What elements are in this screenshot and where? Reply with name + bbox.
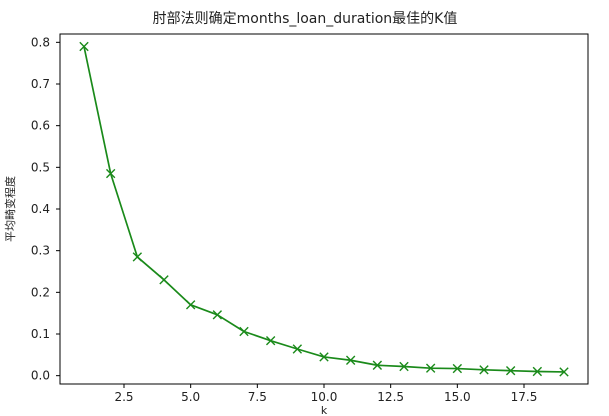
data-point-marker [159,275,169,285]
data-point-marker [345,355,356,365]
x-tick-label: 17.5 [511,390,538,404]
data-point-marker [292,344,303,354]
data-point-marker [239,326,249,337]
x-tick-label: 10.0 [311,390,338,404]
data-point-marker [185,300,196,310]
x-tick-label: 15.0 [444,390,471,404]
data-point-marker [265,335,276,346]
x-tick-label: 5.0 [181,390,200,404]
data-point-marker [372,360,383,370]
x-axis-label: k [321,404,328,416]
plot-frame [59,33,589,385]
series-line [83,45,565,373]
axes-layer [59,33,589,385]
y-tick-label: 0.4 [31,202,50,216]
y-tick-label: 0.5 [31,160,50,174]
data-point-marker [532,366,543,377]
data-point-marker [505,365,516,376]
x-tick-label: 7.5 [248,390,267,404]
y-tick-label: 0.8 [31,35,50,49]
data-point-marker [319,352,329,362]
data-point-marker [105,168,116,179]
data-point-marker [559,367,569,377]
x-tick-label: 2.5 [114,390,133,404]
y-tick-label: 0.2 [31,285,50,299]
series-layer [79,41,569,377]
data-point-marker [479,365,489,375]
data-point-marker [212,310,223,320]
y-axis-label: 平均畸变程度 [3,176,17,242]
chart-title: 肘部法则确定months_loan_duration最佳的K值 [153,11,458,27]
data-point-marker [452,363,463,374]
x-tick-label: 12.5 [377,390,404,404]
data-point-marker [399,361,409,372]
data-point-marker [425,363,436,373]
y-tick-label: 0.7 [31,77,50,91]
ticks-layer: 2.5 5.0 7.5 10.0 12.5 15.0 17.5 0.0 0.1 0.2 0.3 0.4… [31,35,537,404]
data-point-marker [79,41,89,52]
y-tick-label: 0.1 [31,327,50,341]
data-point-marker [132,252,143,262]
y-tick-label: 0.0 [31,369,50,383]
y-tick-label: 0.3 [31,244,50,258]
y-tick-label: 0.6 [31,119,50,133]
